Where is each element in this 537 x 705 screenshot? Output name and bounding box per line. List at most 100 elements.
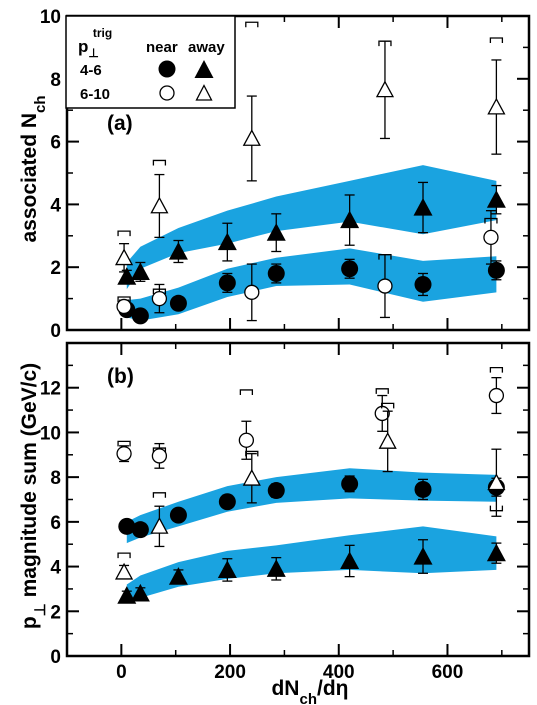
legend-filled-triangle-icon [194,60,214,78]
panel-a-label: (a) [107,112,133,135]
panel-a-y-tick-label: 6 [50,133,61,154]
point-4-6-near [341,475,359,493]
panel-b-band-1 [126,526,497,602]
panel-b-y-axis-title: p⊥ magnitude sum (GeV/c) [18,363,49,629]
point-4-6-near [169,506,187,524]
point-6-10-near [488,387,505,404]
panel-b: 0 2 4 6 8 10 12 0 200 400 600 (b) p⊥ magnitude sum… [18,341,531,705]
sys-bracket-6-10-near [375,388,389,394]
point-6-10-away [375,80,395,98]
point-4-6-away [340,210,360,229]
panel-a-y-tick-label: 10 [40,7,61,28]
panel-b-marks [114,366,506,604]
point-4-6-away [130,583,150,602]
x-axis-title: dNch/dη [271,677,348,705]
point-6-10-away [114,248,134,266]
panel-b-y-tick-label: 10 [40,423,61,444]
sys-bracket-6-10-near [152,288,167,295]
legend-open-circle-icon [159,85,175,101]
point-6-10-near [151,290,168,307]
point-4-6-near [169,294,187,312]
point-6-10-near [244,284,260,300]
sys-bracket-6-10-away [378,40,392,47]
panel-a-y-tick-label: 4 [50,195,61,216]
point-4-6-near [414,480,432,498]
point-4-6-near [218,493,236,511]
point-4-6-away [117,267,137,285]
panel-b-y-tick-label: 12 [40,379,61,400]
panel-a-marks [114,21,506,325]
legend-filled-circle-icon [158,60,176,78]
sys-bracket-6-10-away [245,21,259,28]
legend-header-near: near [146,39,178,56]
point-4-6-away [413,547,433,565]
point-4-6-near [131,307,149,325]
point-6-10-near [377,278,393,294]
sys-bracket-6-10-near [152,447,167,454]
point-4-6-near [487,261,505,279]
point-4-6-away [486,543,506,562]
sys-bracket-6-10-away [117,552,131,559]
point-6-10-near [483,229,499,246]
sys-bracket-6-10-near [239,389,254,395]
panel-a-bands [126,165,497,321]
panel-b-band-0 [126,468,497,544]
point-6-10-away [242,129,261,146]
point-4-6-near [267,482,285,500]
point-4-6-away [340,551,360,570]
point-4-6-away [217,232,237,251]
panel-a-y-tick-label: 2 [50,258,61,279]
point-6-10-near [151,448,168,464]
x-tick-label: 0 [116,662,127,683]
legend-open-triangle-icon [195,84,213,101]
sys-bracket-6-10-near [484,217,498,224]
point-4-6-near [118,517,136,535]
panel-b-y-tick-label: 6 [50,513,61,534]
panel-a-ticks: 0 2 4 6 8 10 [40,7,529,342]
point-4-6-away [266,223,286,241]
sys-bracket-6-10-away [152,159,167,166]
point-4-6-away [217,560,237,578]
x-tick-label: 200 [214,662,246,683]
panel-b-label: (b) [107,365,134,388]
point-4-6-away [168,242,188,260]
point-4-6-near [131,521,149,539]
point-6-10-away [487,473,506,491]
point-4-6-away [486,190,506,208]
point-4-6-away [266,559,286,577]
panel-b-y-tick-label: 8 [50,468,61,489]
panel-a: 0 2 4 6 8 10 (a) associated Nch p⊥trig near a… [18,7,531,342]
point-6-10-away [114,562,134,580]
point-6-10-near [238,432,255,448]
point-4-6-away [168,567,188,585]
panel-a-y-tick-label: 8 [50,70,61,91]
point-4-6-near [267,264,285,282]
point-4-6-near [341,260,359,278]
panel-a-y-axis-title: associated Nch [18,95,49,242]
point-6-10-away [378,432,397,449]
point-6-10-away [150,196,169,214]
sys-bracket-6-10-near [117,296,131,303]
sys-bracket-6-10-away [489,37,504,43]
x-tick-label: 400 [323,662,355,683]
panel-a-band-1 [126,248,497,321]
sys-bracket-6-10-away [117,230,131,237]
point-6-10-away [150,516,169,534]
sys-bracket-6-10-away [489,505,504,512]
point-4-6-away [413,198,433,216]
point-4-6-away [117,586,137,604]
point-6-10-away [242,468,261,486]
point-4-6-away [130,262,150,280]
point-4-6-near [218,274,236,292]
x-tick-label: 600 [432,662,464,683]
panel-b-bands [126,468,497,602]
legend-header-away: away [188,39,225,56]
legend: p⊥trig near away 4-6 6-10 [65,15,236,109]
sys-bracket-6-10-near [378,253,392,260]
sys-bracket-6-10-near [117,440,131,447]
sys-bracket-6-10-away [245,450,259,457]
panel-a-band-0 [126,165,497,290]
panel-b-y-tick-label: 2 [50,602,61,623]
legend-row-4-6-label: 4-6 [80,62,102,79]
